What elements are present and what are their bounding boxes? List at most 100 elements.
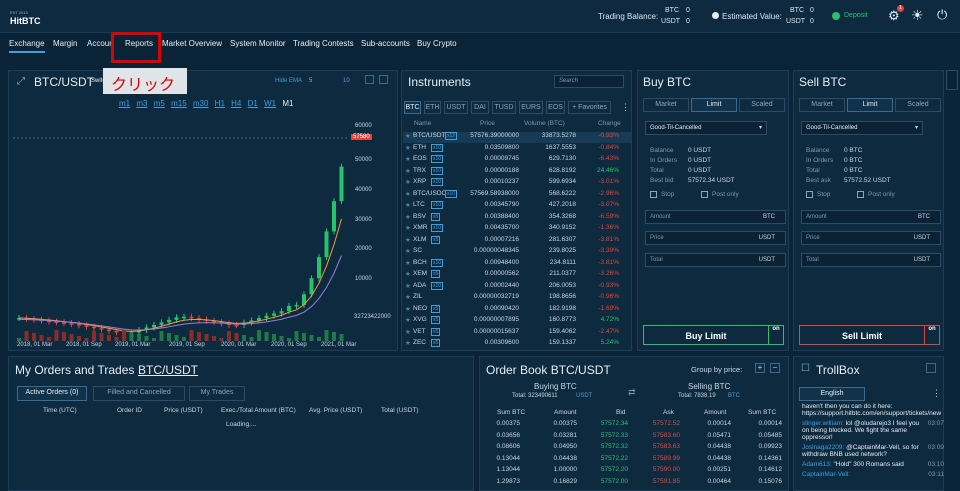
chart-expand-icon[interactable]: ⤢	[17, 76, 25, 87]
gear-icon[interactable]: ⚙	[888, 8, 900, 23]
tab-my-trades[interactable]: My Trades	[189, 386, 245, 401]
info-icon[interactable]	[712, 12, 719, 19]
tf-M1[interactable]: M1	[282, 99, 294, 108]
nav-accounts[interactable]: Accoun	[87, 39, 114, 48]
star-icon[interactable]: ★	[405, 305, 411, 313]
chat-username[interactable]: Joslnaga2209:	[802, 444, 847, 451]
col-volume[interactable]: Volume (BTC)	[524, 120, 565, 127]
sell-postonly-checkbox[interactable]	[857, 191, 864, 198]
tab-active-orders[interactable]: Active Orders (0)	[17, 386, 87, 401]
orderbook-cell[interactable]: 57572.20	[600, 466, 628, 473]
instrument-row[interactable]: ★ XRP x10 0.00010237 599.6934 -3.01%	[403, 178, 631, 189]
tab-usdt[interactable]: USDT	[444, 101, 468, 114]
tf-m3[interactable]: m3	[136, 99, 148, 108]
tab-btc[interactable]: BTC	[404, 101, 421, 114]
tf-h4[interactable]: H4	[231, 99, 242, 108]
orderbook-cell[interactable]: 57589.99	[652, 454, 680, 462]
col-name[interactable]: Name	[414, 120, 432, 127]
star-icon[interactable]: ★	[405, 328, 411, 336]
orderbook-cell[interactable]: 57583.60	[652, 431, 680, 439]
sell-tif-select[interactable]: Good-Til-Cancelled ▾	[801, 121, 923, 135]
instrument-row[interactable]: ★ ZIL 0.00000032719 198.8656 -0.96%	[403, 293, 631, 304]
tf-d1[interactable]: D1	[247, 99, 258, 108]
chart-switch[interactable]: Switc	[91, 78, 106, 84]
logo[interactable]: EST 2013 HitBTC	[8, 6, 60, 28]
tf-h1[interactable]: H1	[214, 99, 225, 108]
nav-system-monitor[interactable]: System Monitor	[230, 39, 286, 48]
orderbook-cell[interactable]: 57572.32	[600, 443, 628, 450]
tab-favorites[interactable]: + Favorites	[568, 101, 611, 114]
buy-on-toggle[interactable]: on	[768, 325, 784, 345]
chat-username[interactable]: slinger.william:	[802, 420, 846, 427]
sell-tab-scaled[interactable]: Scaled	[895, 98, 941, 112]
star-icon[interactable]: ★	[405, 144, 411, 152]
chat-username[interactable]: CaptainMar-Vell:	[802, 471, 851, 478]
chat-username[interactable]: Adam613:	[802, 461, 834, 468]
sell-price-input[interactable]: Price USDT	[801, 231, 941, 245]
star-icon[interactable]: ★	[405, 179, 411, 186]
instrument-row[interactable]: ★ EOS x10 0.00009745 629.7130 -6.43%	[403, 155, 631, 166]
sell-on-toggle[interactable]: on	[924, 325, 940, 345]
buy-price-input[interactable]: Price USDT	[645, 231, 786, 245]
sell-stop-checkbox[interactable]	[806, 191, 813, 198]
instrument-row[interactable]: ★ ETH x10 0.03509800 1637.5553 -0.84%	[403, 143, 631, 155]
buy-tif-select[interactable]: Good-Til-Cancelled ▾	[645, 121, 767, 135]
trollbox-more-icon[interactable]: ⋮	[932, 388, 941, 398]
col-price[interactable]: Price	[480, 120, 495, 127]
price-chart[interactable]	[13, 111, 395, 351]
deposit-button[interactable]: Deposit	[828, 10, 878, 23]
instrument-row[interactable]: ★ BTC/USDC x10 57569.58938000 568.6222 -2.96%	[403, 189, 631, 201]
layout-grid-icon[interactable]	[946, 70, 958, 90]
chart-fullscreen-icon[interactable]	[365, 75, 374, 84]
orderbook-cell[interactable]: 57590.00	[652, 466, 680, 473]
star-icon[interactable]: ★	[405, 340, 411, 347]
nav-exchange[interactable]: Exchange	[9, 39, 45, 53]
instrument-row[interactable]: ★ BTC/USDT x12 57576.39000000 33873.5278 -0.9…	[403, 132, 631, 143]
instrument-row[interactable]: ★ XLM x5 0.00007216 281.6307 -3.81%	[403, 235, 631, 247]
star-icon[interactable]: ★	[405, 167, 411, 175]
star-icon[interactable]: ★	[405, 202, 411, 209]
orderbook-cell[interactable]: 57572.00	[600, 477, 628, 485]
instrument-row[interactable]: ★ LTC x10 0.00345790 427.2018 -3.07%	[403, 201, 631, 212]
nav-margin[interactable]: Margin	[53, 39, 78, 48]
tab-eurs[interactable]: EURS	[519, 101, 543, 114]
star-icon[interactable]: ★	[405, 236, 411, 244]
buy-tab-limit[interactable]: Limit	[691, 98, 737, 112]
buy-tab-market[interactable]: Market	[643, 98, 689, 112]
tf-m5[interactable]: m5	[153, 99, 165, 108]
star-icon[interactable]: ★	[405, 190, 411, 198]
star-icon[interactable]: ★	[405, 213, 411, 221]
star-icon[interactable]: ★	[405, 259, 411, 267]
group-minus-button[interactable]: −	[770, 363, 780, 373]
nav-sub-accounts[interactable]: Sub-accounts	[361, 39, 410, 48]
buy-total-input[interactable]: Total USDT	[645, 253, 786, 267]
tab-eth[interactable]: ETH	[424, 101, 441, 114]
instrument-row[interactable]: ★ NEO x5 0.00090420 182.9198 -1.69%	[403, 304, 631, 316]
col-change[interactable]: Change	[598, 120, 621, 127]
sell-limit-button[interactable]: Sell Limit	[799, 325, 925, 345]
star-icon[interactable]: ★	[405, 133, 411, 140]
buy-postonly-checkbox[interactable]	[701, 191, 708, 198]
instrument-search-input[interactable]: Search	[554, 75, 624, 88]
trollbox-lang-tab[interactable]: English	[799, 387, 865, 401]
instrument-row[interactable]: ★ XVG x5 0.00000007895 160.8773 4.72%	[403, 316, 631, 327]
instrument-row[interactable]: ★ VET x5 0.00000015637 159.4062 -2.47%	[403, 327, 631, 339]
chart-minimize-icon[interactable]	[379, 75, 388, 84]
tab-filled-cancelled[interactable]: Filled and Cancelled	[93, 386, 185, 401]
star-icon[interactable]: ★	[405, 156, 411, 163]
tab-dai[interactable]: DAI	[471, 101, 489, 114]
orderbook-cell[interactable]: 57572.33	[600, 431, 628, 439]
tf-w1[interactable]: W1	[264, 99, 277, 108]
trollbox-collapse-icon[interactable]	[926, 363, 936, 373]
nav-buy-crypto[interactable]: Buy Crypto	[417, 39, 457, 48]
star-icon[interactable]: ★	[405, 248, 411, 255]
theme-sun-icon[interactable]: ☀	[911, 7, 924, 23]
buy-tab-scaled[interactable]: Scaled	[739, 98, 785, 112]
instrument-row[interactable]: ★ ADA x10 0.00002440 206.0053 -0.93%	[403, 281, 631, 293]
orderbook-cell[interactable]: 57572.22	[600, 454, 628, 462]
tf-m1[interactable]: m1	[119, 99, 131, 108]
tab-tusd[interactable]: TUSD	[492, 101, 516, 114]
hide-ema-toggle[interactable]: Hide EMA	[275, 78, 303, 84]
orderbook-cell[interactable]: 57572.52	[652, 420, 680, 427]
tf-m15[interactable]: m15	[171, 99, 187, 108]
